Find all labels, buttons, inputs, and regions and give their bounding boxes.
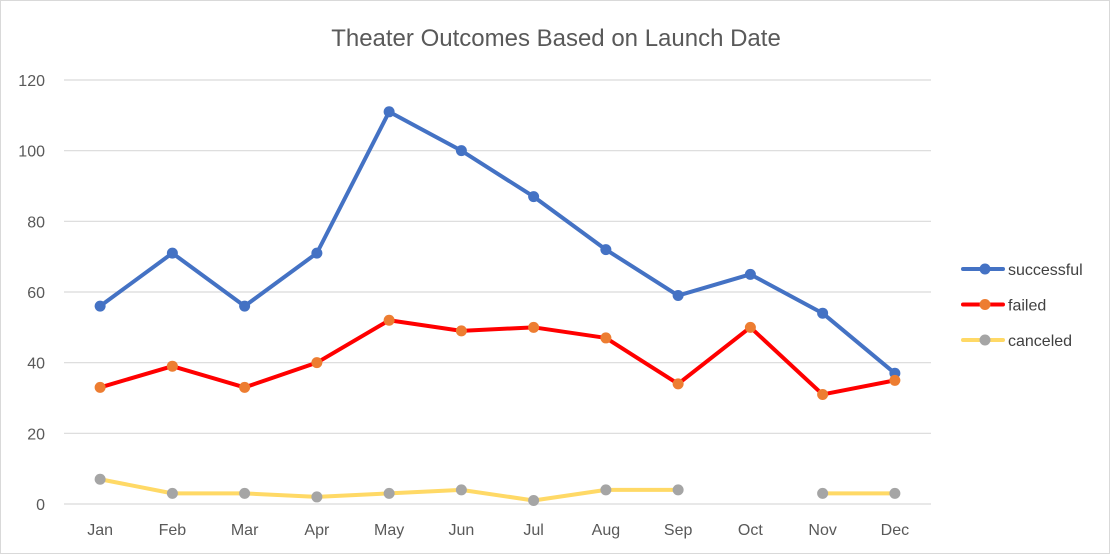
x-tick-label: Jul	[523, 522, 543, 539]
data-point-canceled	[600, 484, 612, 496]
data-point-failed	[311, 357, 323, 369]
y-axis-tick-labels: 0 20 40 60 80 100 120	[18, 73, 45, 514]
data-point-successful	[817, 307, 829, 319]
data-point-failed	[889, 374, 901, 386]
data-point-canceled	[383, 487, 395, 499]
data-point-canceled	[455, 484, 467, 496]
y-tick-label: 0	[36, 497, 45, 514]
data-point-canceled	[528, 494, 540, 506]
y-tick-label: 100	[18, 144, 45, 161]
data-point-successful	[455, 145, 467, 157]
legend: successful failed canceled	[961, 262, 1083, 350]
x-tick-label: May	[374, 522, 404, 539]
data-point-failed	[94, 381, 106, 393]
x-tick-label: Jun	[448, 522, 474, 539]
data-point-failed	[455, 325, 467, 337]
series-successful	[94, 106, 901, 379]
chart-title: Theater Outcomes Based on Launch Date	[331, 25, 781, 52]
data-point-canceled	[94, 473, 106, 485]
data-point-failed	[166, 360, 178, 372]
data-point-canceled	[311, 491, 323, 503]
data-point-failed	[239, 381, 251, 393]
x-tick-label: Feb	[159, 522, 187, 539]
legend-label: successful	[1008, 262, 1083, 279]
data-point-failed	[528, 321, 540, 333]
x-tick-label: Apr	[304, 522, 330, 539]
data-point-canceled	[672, 484, 684, 496]
legend-swatch-marker	[979, 334, 991, 346]
y-tick-label: 60	[27, 285, 45, 302]
legend-swatch-marker	[979, 263, 991, 275]
data-point-successful	[94, 300, 106, 312]
legend-item-failed: failed	[961, 298, 1046, 315]
legend-item-canceled: canceled	[961, 333, 1072, 350]
data-point-failed	[672, 378, 684, 390]
x-tick-label: Jan	[87, 522, 113, 539]
series-line-successful	[98, 109, 897, 376]
series-line-failed	[98, 318, 897, 397]
legend-label: failed	[1008, 298, 1046, 315]
x-axis-tick-labels: Jan Feb Mar Apr May Jun Jul Aug Sep Oct Nov Dec	[87, 522, 909, 539]
data-point-successful	[166, 247, 178, 259]
data-point-failed	[600, 332, 612, 344]
y-tick-label: 40	[27, 356, 45, 373]
legend-label: canceled	[1008, 333, 1072, 350]
series-canceled	[94, 473, 901, 506]
y-tick-label: 80	[27, 214, 45, 231]
data-point-failed	[744, 321, 756, 333]
data-point-successful	[672, 290, 684, 302]
data-point-successful	[383, 106, 395, 118]
legend-item-successful: successful	[961, 262, 1083, 279]
data-point-canceled	[817, 487, 829, 499]
x-tick-label: Sep	[664, 522, 693, 539]
series-layer	[94, 106, 901, 506]
data-point-canceled	[239, 487, 251, 499]
data-point-successful	[311, 247, 323, 259]
x-tick-label: Mar	[231, 522, 259, 539]
x-tick-label: Aug	[592, 522, 620, 539]
legend-swatch-marker	[979, 299, 991, 310]
gridlines	[64, 79, 931, 505]
y-tick-label: 120	[18, 73, 45, 90]
data-point-successful	[744, 268, 756, 280]
y-tick-label: 20	[27, 426, 45, 443]
data-point-successful	[239, 300, 251, 312]
x-tick-label: Nov	[808, 522, 836, 539]
x-tick-label: Oct	[738, 522, 763, 539]
data-point-canceled	[889, 487, 901, 499]
series-failed	[94, 314, 901, 400]
data-point-failed	[817, 388, 829, 400]
data-point-failed	[383, 314, 395, 326]
x-tick-label: Dec	[881, 522, 909, 539]
data-point-successful	[528, 191, 540, 203]
data-point-successful	[600, 244, 612, 256]
data-point-canceled	[166, 487, 178, 499]
